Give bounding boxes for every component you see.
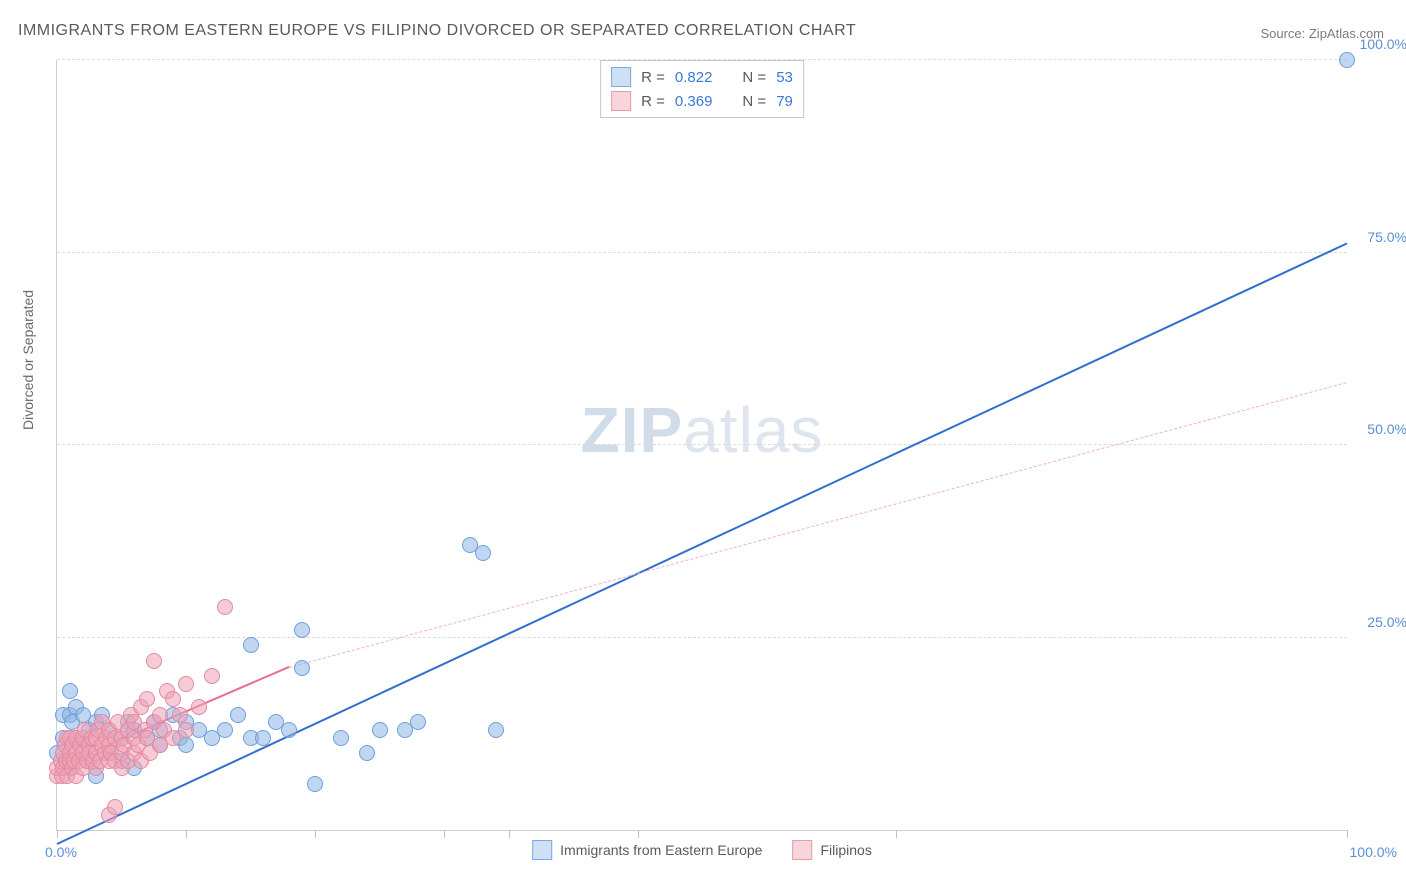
legend-swatch (792, 840, 812, 860)
y-tick-label: 50.0% (1367, 421, 1406, 437)
n-value: 79 (776, 93, 793, 110)
x-tick (57, 830, 58, 838)
r-label: R = (641, 93, 665, 110)
legend-label: Immigrants from Eastern Europe (560, 842, 762, 858)
data-point (281, 722, 297, 738)
data-point (359, 745, 375, 761)
data-point (152, 707, 168, 723)
data-point (410, 714, 426, 730)
legend-label: Filipinos (820, 842, 871, 858)
gridline (57, 252, 1347, 253)
data-point (191, 699, 207, 715)
legend-row: R = 0.822 N = 53 (611, 65, 793, 89)
data-point (172, 707, 188, 723)
data-point (217, 722, 233, 738)
data-point (488, 722, 504, 738)
x-axis-max-label: 100.0% (1350, 844, 1397, 860)
legend-swatch (611, 67, 631, 87)
data-point (372, 722, 388, 738)
correlation-legend: R = 0.822 N = 53 R = 0.369 N = 79 (600, 60, 804, 118)
data-point (475, 545, 491, 561)
x-tick (315, 830, 316, 838)
gridline (57, 444, 1347, 445)
x-tick (444, 830, 445, 838)
data-point (1339, 52, 1355, 68)
data-point (333, 730, 349, 746)
watermark-part1: ZIP (581, 394, 684, 466)
data-point (165, 691, 181, 707)
legend-item: Filipinos (792, 840, 871, 860)
r-label: R = (641, 69, 665, 86)
r-value: 0.369 (675, 93, 713, 110)
data-point (62, 683, 78, 699)
watermark: ZIPatlas (581, 393, 824, 467)
y-tick-label: 75.0% (1367, 229, 1406, 245)
y-tick-label: 25.0% (1367, 614, 1406, 630)
data-point (178, 722, 194, 738)
n-label: N = (742, 69, 766, 86)
data-point (294, 660, 310, 676)
plot-area: ZIPatlas 25.0%50.0%75.0%100.0% 0.0% 100.… (56, 60, 1347, 831)
x-axis-min-label: 0.0% (45, 844, 77, 860)
x-tick (1347, 830, 1348, 838)
x-tick (638, 830, 639, 838)
y-axis-title: Divorced or Separated (20, 290, 36, 430)
data-point (107, 799, 123, 815)
x-tick (896, 830, 897, 838)
data-point (307, 776, 323, 792)
trend-line (289, 382, 1347, 668)
data-point (139, 691, 155, 707)
series-legend: Immigrants from Eastern Europe Filipinos (532, 840, 872, 860)
data-point (204, 668, 220, 684)
legend-row: R = 0.369 N = 79 (611, 89, 793, 113)
trend-line (57, 243, 1348, 845)
legend-swatch (611, 91, 631, 111)
y-tick-label: 100.0% (1360, 36, 1406, 52)
data-point (255, 730, 271, 746)
legend-item: Immigrants from Eastern Europe (532, 840, 762, 860)
n-value: 53 (776, 69, 793, 86)
chart-title: IMMIGRANTS FROM EASTERN EUROPE VS FILIPI… (18, 22, 856, 40)
data-point (217, 599, 233, 615)
r-value: 0.822 (675, 69, 713, 86)
x-tick (509, 830, 510, 838)
data-point (178, 676, 194, 692)
x-tick (186, 830, 187, 838)
data-point (230, 707, 246, 723)
data-point (146, 653, 162, 669)
legend-swatch (532, 840, 552, 860)
watermark-part2: atlas (683, 394, 823, 466)
data-point (243, 637, 259, 653)
data-point (294, 622, 310, 638)
n-label: N = (742, 93, 766, 110)
